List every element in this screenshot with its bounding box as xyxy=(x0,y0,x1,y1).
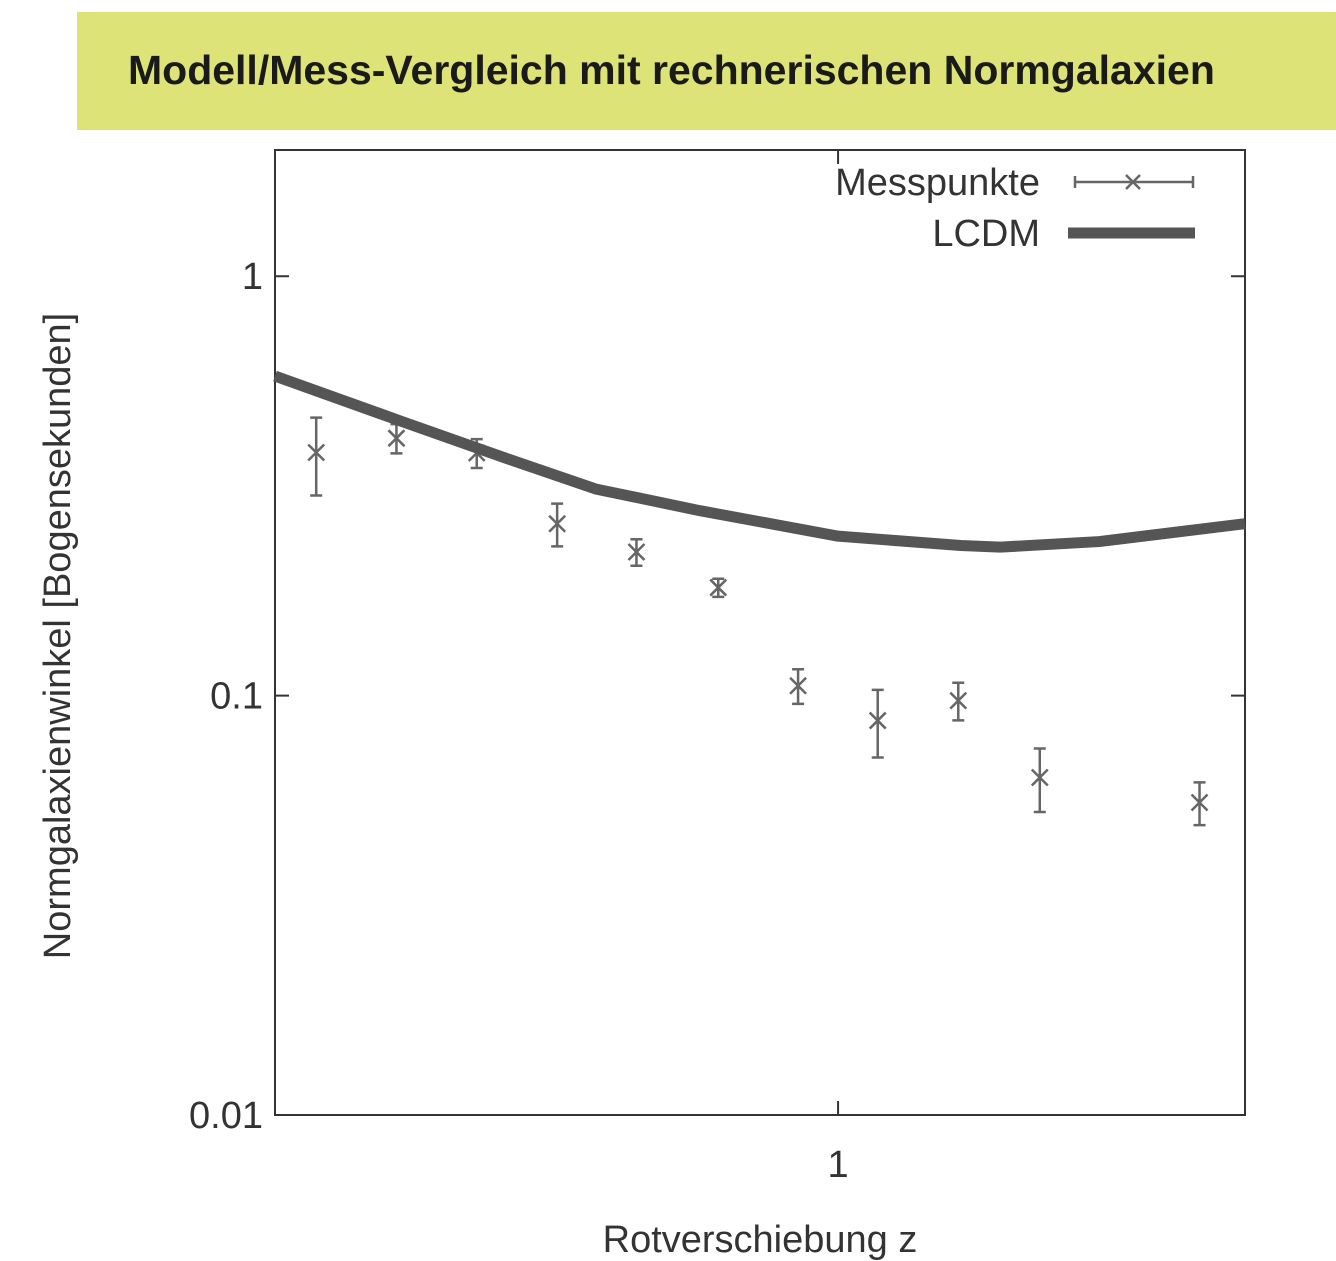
x-axis-label: Rotverschiebung z xyxy=(603,1219,918,1261)
y-tick-label: 0.1 xyxy=(210,676,263,718)
x-tick-label: 1 xyxy=(827,1144,848,1186)
point xyxy=(548,514,567,533)
error-bar xyxy=(1033,747,1046,814)
chart-title: Modell/Mess-Vergleich mit rechnerischen … xyxy=(128,47,1215,93)
point xyxy=(1190,793,1209,812)
error-bar xyxy=(871,688,884,759)
y-tick-label: 0.01 xyxy=(189,1095,263,1137)
title-banner xyxy=(77,12,1336,130)
line xyxy=(273,370,1246,553)
point xyxy=(868,711,887,730)
point xyxy=(949,691,968,710)
y-axis-label: Normgalaxienwinkel [Bogensekunden] xyxy=(37,313,79,959)
legend-label: Messpunkte xyxy=(835,162,1040,204)
point xyxy=(627,543,646,561)
point xyxy=(387,429,406,448)
legend-symbol xyxy=(1073,174,1195,190)
plot-frame xyxy=(274,149,1246,1116)
point xyxy=(307,443,326,462)
point xyxy=(709,578,728,597)
point xyxy=(1030,768,1049,787)
point xyxy=(789,676,807,695)
y-tick-label: 1 xyxy=(242,256,263,298)
legend-label: LCDM xyxy=(932,213,1040,255)
error-bar xyxy=(310,416,323,497)
